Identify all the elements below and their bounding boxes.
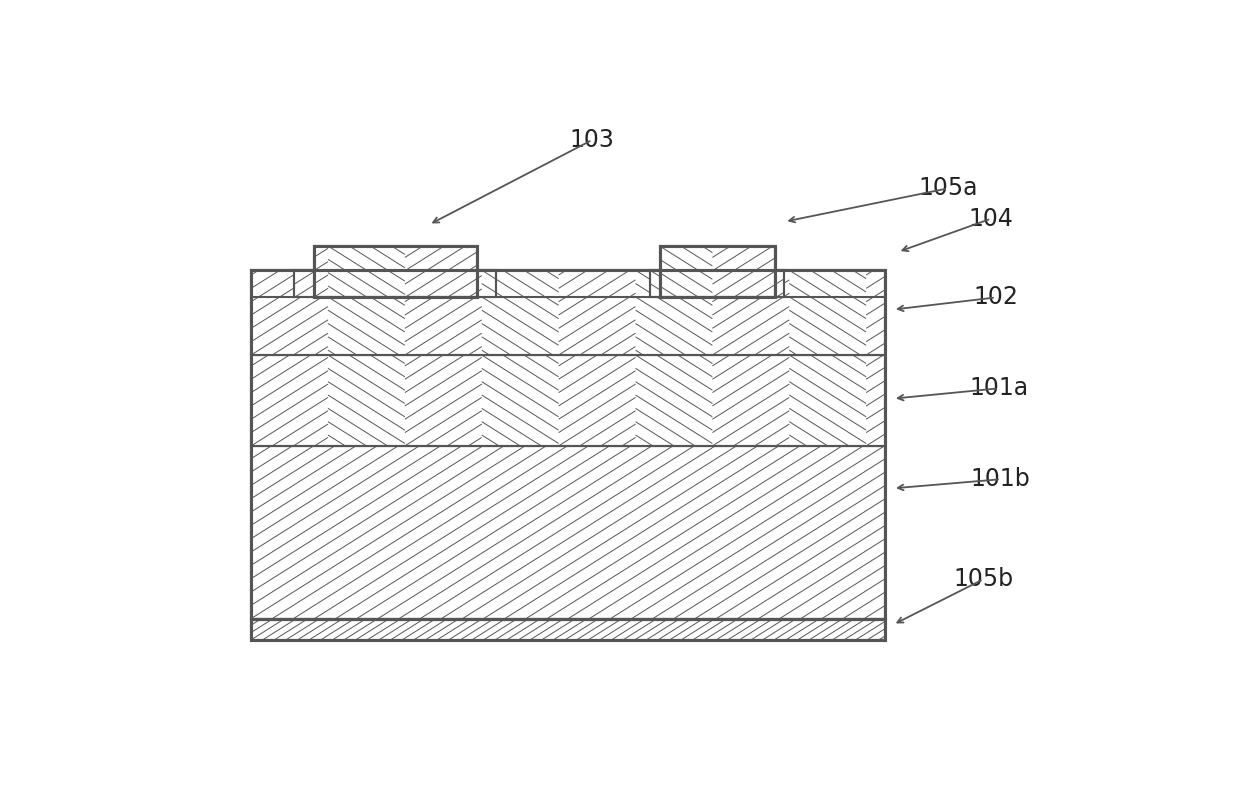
Bar — [250, 619, 885, 640]
Bar — [660, 246, 775, 297]
Bar — [250, 619, 885, 640]
Bar — [294, 270, 496, 297]
Bar — [314, 246, 477, 297]
Bar — [250, 355, 885, 446]
Text: 101a: 101a — [970, 376, 1028, 401]
Bar — [650, 270, 785, 297]
Text: 102: 102 — [973, 286, 1018, 309]
Text: 103: 103 — [570, 128, 615, 152]
Bar — [314, 246, 477, 297]
Text: 105b: 105b — [954, 567, 1013, 591]
Text: 104: 104 — [968, 207, 1013, 231]
Bar — [250, 446, 885, 619]
Text: 105a: 105a — [918, 176, 977, 201]
Bar — [660, 246, 775, 297]
Text: 101b: 101b — [971, 467, 1030, 491]
Bar — [250, 270, 885, 355]
Bar — [250, 270, 885, 619]
